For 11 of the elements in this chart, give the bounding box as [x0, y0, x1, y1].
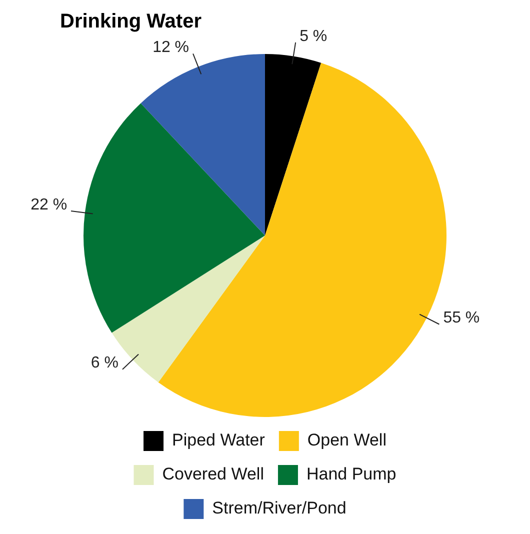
legend-label: Covered Well — [162, 464, 264, 484]
data-label: 22 % — [30, 196, 68, 214]
legend-label: Hand Pump — [306, 464, 396, 484]
chart-title: Drinking Water — [60, 10, 202, 33]
legend-label: Strem/River/Pond — [212, 498, 346, 518]
legend-label: Piped Water — [172, 430, 266, 450]
data-label: 6 % — [90, 354, 118, 372]
data-label: 5 % — [300, 28, 328, 45]
legend-label: Open Well — [307, 430, 386, 450]
data-label: 55 % — [443, 310, 480, 327]
data-label: 12 % — [152, 39, 190, 56]
